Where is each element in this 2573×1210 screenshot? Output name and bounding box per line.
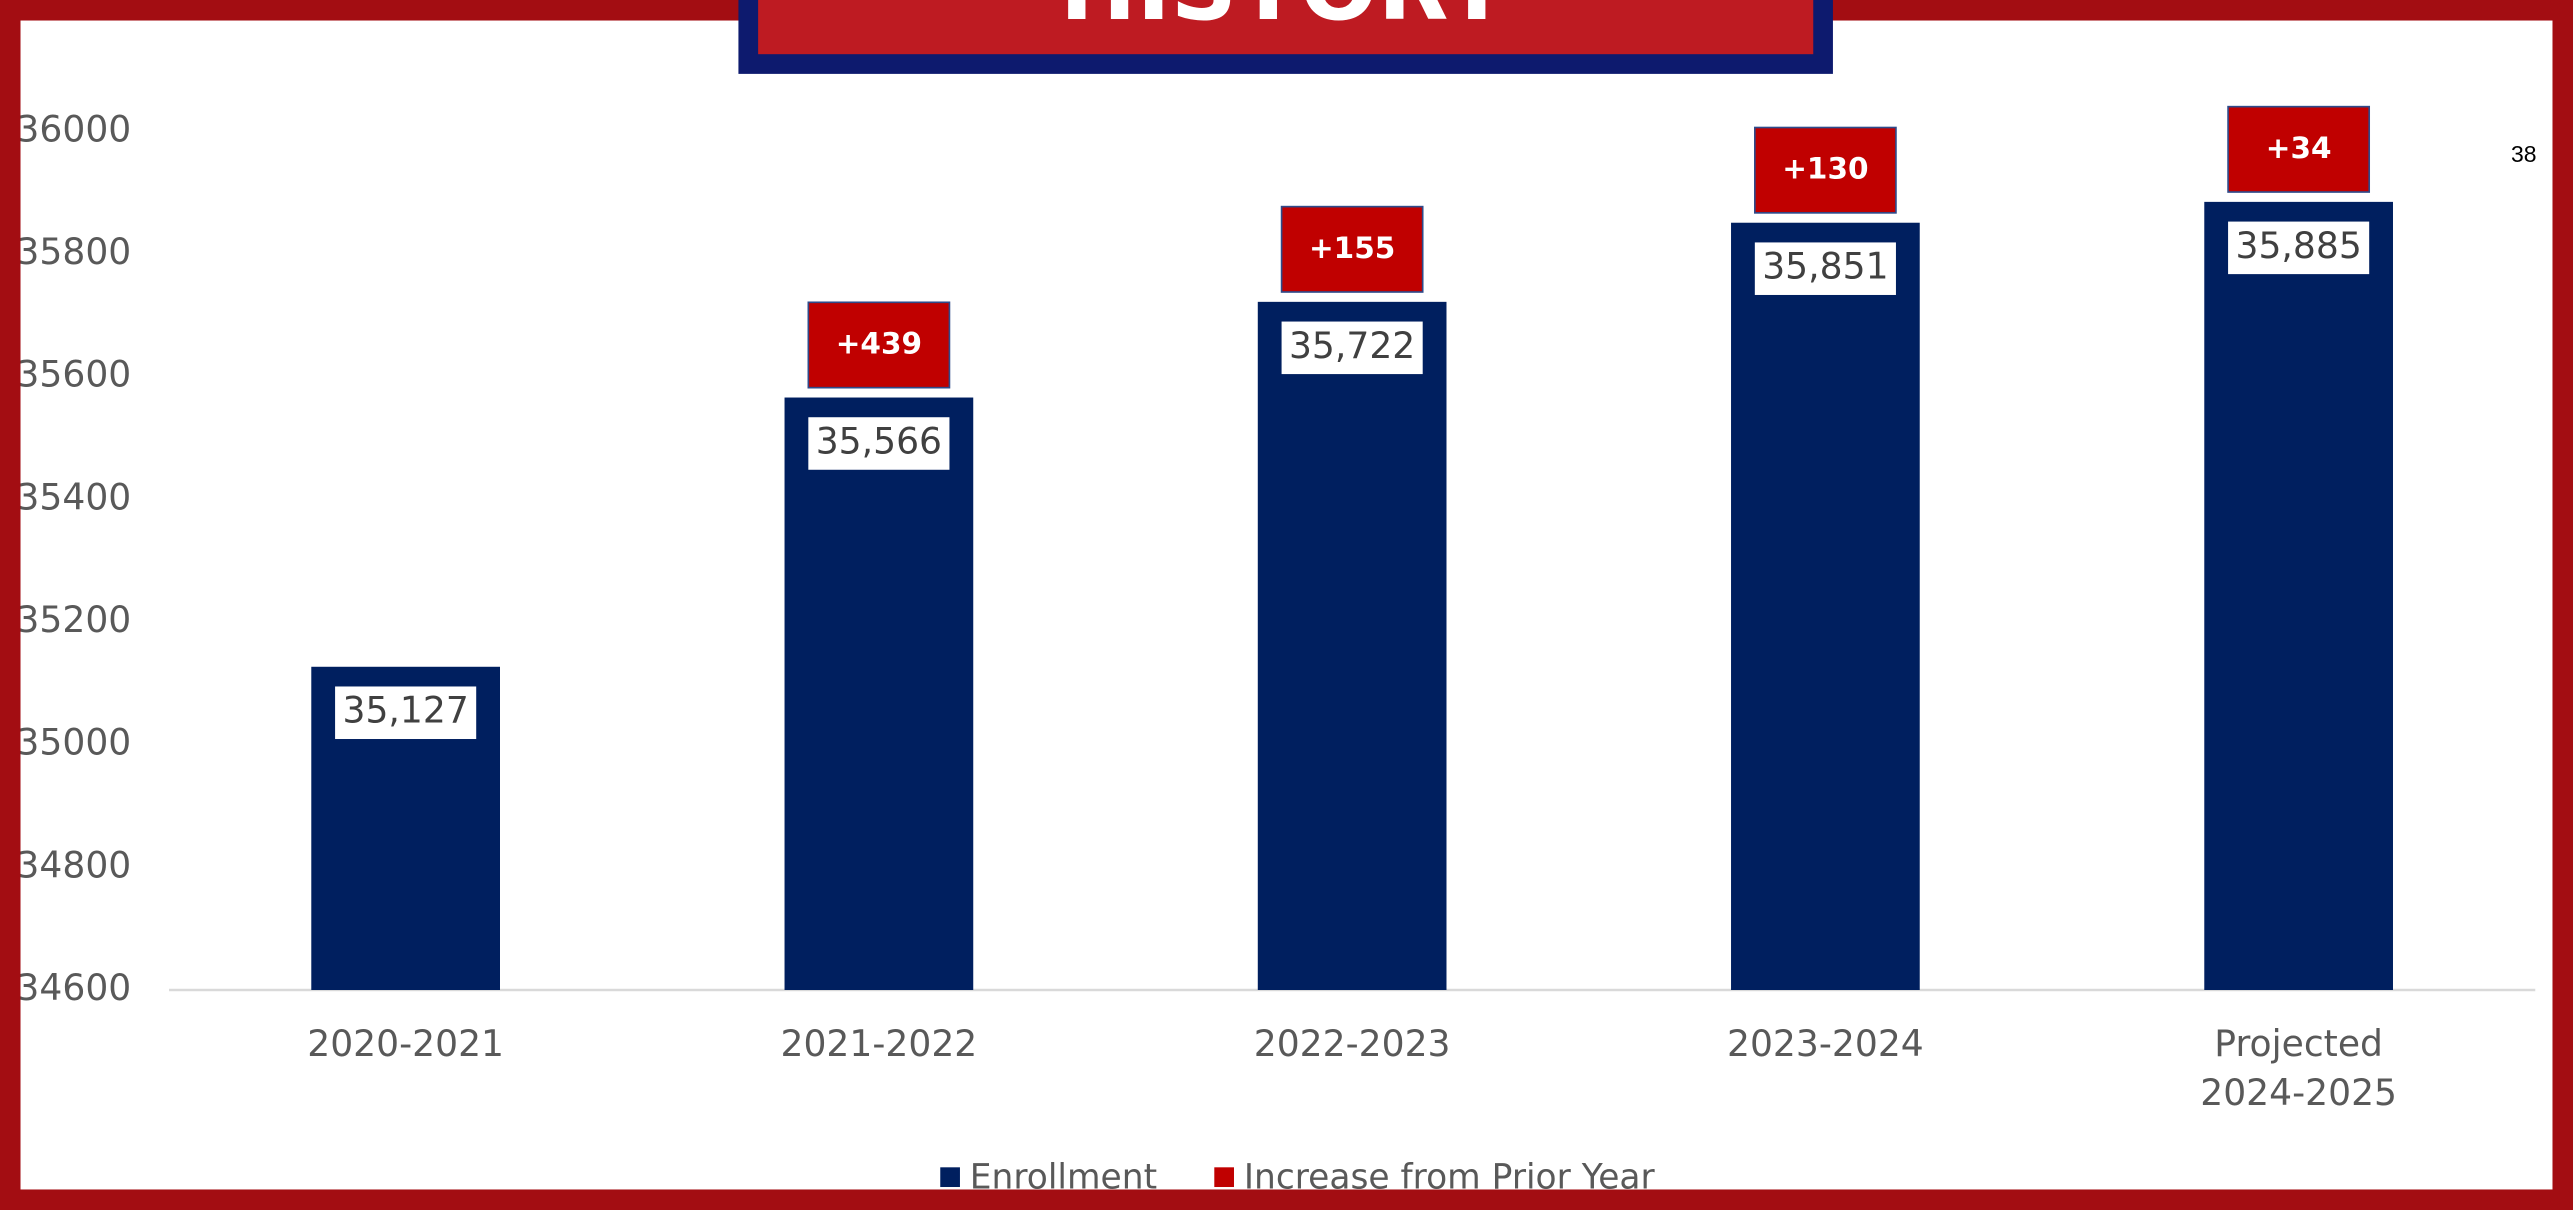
y-tick-label: 36000: [16, 107, 131, 150]
bar-value-label: 35,566: [816, 419, 942, 462]
y-tick-label: 35000: [16, 721, 131, 764]
increase-box: [2227, 105, 2371, 193]
y-tick-label: 35400: [16, 475, 131, 518]
increase-box: [1280, 205, 1424, 293]
increase-label: +130: [1782, 152, 1868, 186]
x-tick-label-line: Projected: [2214, 1022, 2383, 1065]
value-label-box: [335, 686, 477, 740]
value-label-box: [1754, 242, 1896, 295]
bar-value-label: 35,127: [342, 689, 468, 732]
legend-swatch: [940, 1167, 960, 1188]
x-tick-label-line: 2020-2021: [307, 1022, 504, 1065]
bar: [784, 397, 974, 991]
increase-box: [1754, 126, 1897, 214]
x-tick-label-line: 2021-2022: [781, 1022, 978, 1065]
increase-box: [807, 301, 951, 389]
x-tick-label-line: 2024-2025: [2200, 1071, 2397, 1114]
x-tick-label-line: 2022-2023: [1254, 1022, 1451, 1065]
legend-swatch: [1214, 1167, 1234, 1188]
bar: [2204, 201, 2393, 991]
value-label-box: [808, 417, 950, 470]
value-label-box: [2228, 221, 2370, 275]
y-tick-label: 35200: [16, 598, 131, 641]
title-box: [758, 0, 1814, 55]
x-tick-label: 2023-2024: [1727, 1022, 1924, 1065]
x-tick-label: Projected 2024-2025: [2200, 1022, 2397, 1114]
plot-area: 34600 34800 35000 35200 35400 35600 35800 36000…: [16, 105, 2536, 1197]
bar: [1731, 222, 1920, 990]
value-label-box: [1281, 321, 1423, 375]
bar: [1257, 301, 1447, 990]
y-tick-label: 35600: [16, 353, 131, 396]
slide-title: HISTORY: [1060, 0, 1512, 41]
y-tick-label: 35800: [16, 230, 131, 273]
bar-value-label: 35,722: [1289, 324, 1415, 367]
increase-label: +439: [836, 326, 922, 360]
x-tick-label: 2022-2023: [1254, 1022, 1451, 1065]
bar-value-label: 35,851: [1762, 245, 1888, 288]
bar-value-label: 35,885: [2235, 224, 2361, 267]
increase-label: +34: [2266, 131, 2332, 165]
y-tick-label: 34800: [16, 843, 131, 886]
increase-label: +155: [1309, 231, 1395, 265]
x-tick-label: 2021-2022: [781, 1022, 978, 1065]
page-number: 38: [2511, 141, 2537, 167]
x-tick-label-line: 2023-2024: [1727, 1022, 1924, 1065]
x-tick-label: 2020-2021: [307, 1022, 504, 1065]
y-tick-label: 34600: [16, 966, 131, 1009]
